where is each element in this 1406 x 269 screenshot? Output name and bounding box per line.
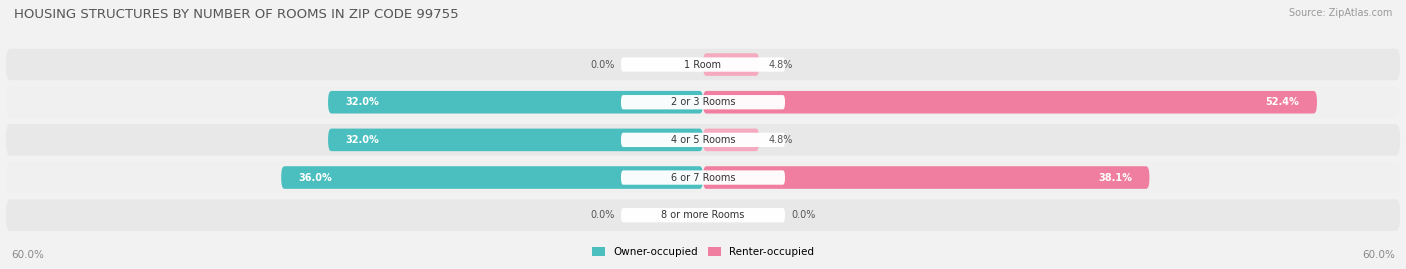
Text: 0.0%: 0.0% bbox=[790, 210, 815, 220]
Text: 38.1%: 38.1% bbox=[1098, 172, 1132, 183]
Text: Source: ZipAtlas.com: Source: ZipAtlas.com bbox=[1288, 8, 1392, 18]
Text: 1 Room: 1 Room bbox=[685, 59, 721, 70]
Text: 32.0%: 32.0% bbox=[346, 135, 380, 145]
Text: 0.0%: 0.0% bbox=[591, 210, 616, 220]
Text: 6 or 7 Rooms: 6 or 7 Rooms bbox=[671, 172, 735, 183]
Text: 4.8%: 4.8% bbox=[769, 59, 793, 70]
Text: 4.8%: 4.8% bbox=[769, 135, 793, 145]
FancyBboxPatch shape bbox=[621, 170, 785, 185]
Text: 60.0%: 60.0% bbox=[11, 250, 44, 260]
Text: 0.0%: 0.0% bbox=[591, 59, 616, 70]
FancyBboxPatch shape bbox=[328, 91, 703, 114]
FancyBboxPatch shape bbox=[703, 91, 1317, 114]
Text: 52.4%: 52.4% bbox=[1265, 97, 1299, 107]
FancyBboxPatch shape bbox=[6, 49, 1400, 80]
FancyBboxPatch shape bbox=[6, 86, 1400, 118]
FancyBboxPatch shape bbox=[6, 162, 1400, 193]
Text: 8 or more Rooms: 8 or more Rooms bbox=[661, 210, 745, 220]
FancyBboxPatch shape bbox=[621, 57, 785, 72]
Text: 36.0%: 36.0% bbox=[298, 172, 333, 183]
FancyBboxPatch shape bbox=[621, 95, 785, 109]
FancyBboxPatch shape bbox=[621, 208, 785, 222]
FancyBboxPatch shape bbox=[703, 53, 759, 76]
Text: 60.0%: 60.0% bbox=[1362, 250, 1395, 260]
FancyBboxPatch shape bbox=[6, 199, 1400, 231]
FancyBboxPatch shape bbox=[621, 133, 785, 147]
FancyBboxPatch shape bbox=[703, 166, 1150, 189]
Text: HOUSING STRUCTURES BY NUMBER OF ROOMS IN ZIP CODE 99755: HOUSING STRUCTURES BY NUMBER OF ROOMS IN… bbox=[14, 8, 458, 21]
FancyBboxPatch shape bbox=[328, 129, 703, 151]
Text: 32.0%: 32.0% bbox=[346, 97, 380, 107]
Legend: Owner-occupied, Renter-occupied: Owner-occupied, Renter-occupied bbox=[588, 243, 818, 261]
Text: 2 or 3 Rooms: 2 or 3 Rooms bbox=[671, 97, 735, 107]
FancyBboxPatch shape bbox=[6, 124, 1400, 156]
FancyBboxPatch shape bbox=[703, 129, 759, 151]
FancyBboxPatch shape bbox=[281, 166, 703, 189]
Text: 4 or 5 Rooms: 4 or 5 Rooms bbox=[671, 135, 735, 145]
